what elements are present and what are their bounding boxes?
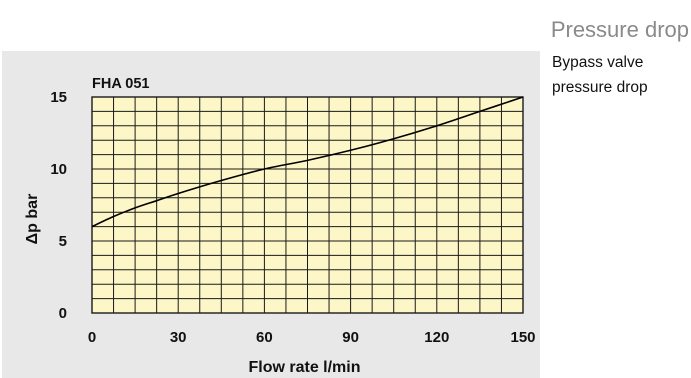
x-tick-label: 120 <box>424 329 449 346</box>
chart-caption: Bypass valve pressure drop <box>552 50 648 100</box>
x-tick-label: 0 <box>88 329 96 346</box>
y-tick-label: 5 <box>59 233 67 250</box>
x-tick-label: 60 <box>256 329 273 346</box>
y-axis-label: Δp bar <box>24 194 41 245</box>
page-heading: Pressure drop <box>550 17 689 42</box>
caption-line-2: pressure drop <box>552 79 648 96</box>
series-line-pressure-drop <box>91 96 524 228</box>
x-tick-label: 150 <box>510 329 535 346</box>
x-tick-label: 90 <box>342 329 359 346</box>
x-axis-label: Flow rate l/min <box>248 359 360 376</box>
y-tick-label: 15 <box>50 89 67 106</box>
tick-labels: 0 30 60 90 120 150 0 5 10 15 <box>50 89 535 346</box>
y-tick-label: 10 <box>50 161 67 178</box>
y-tick-label: 0 <box>59 305 67 322</box>
chart-title: FHA 051 <box>92 76 149 92</box>
grid <box>91 96 524 314</box>
caption-line-1: Bypass valve <box>552 54 644 71</box>
plot-border <box>91 96 524 314</box>
x-tick-label: 30 <box>170 329 187 346</box>
